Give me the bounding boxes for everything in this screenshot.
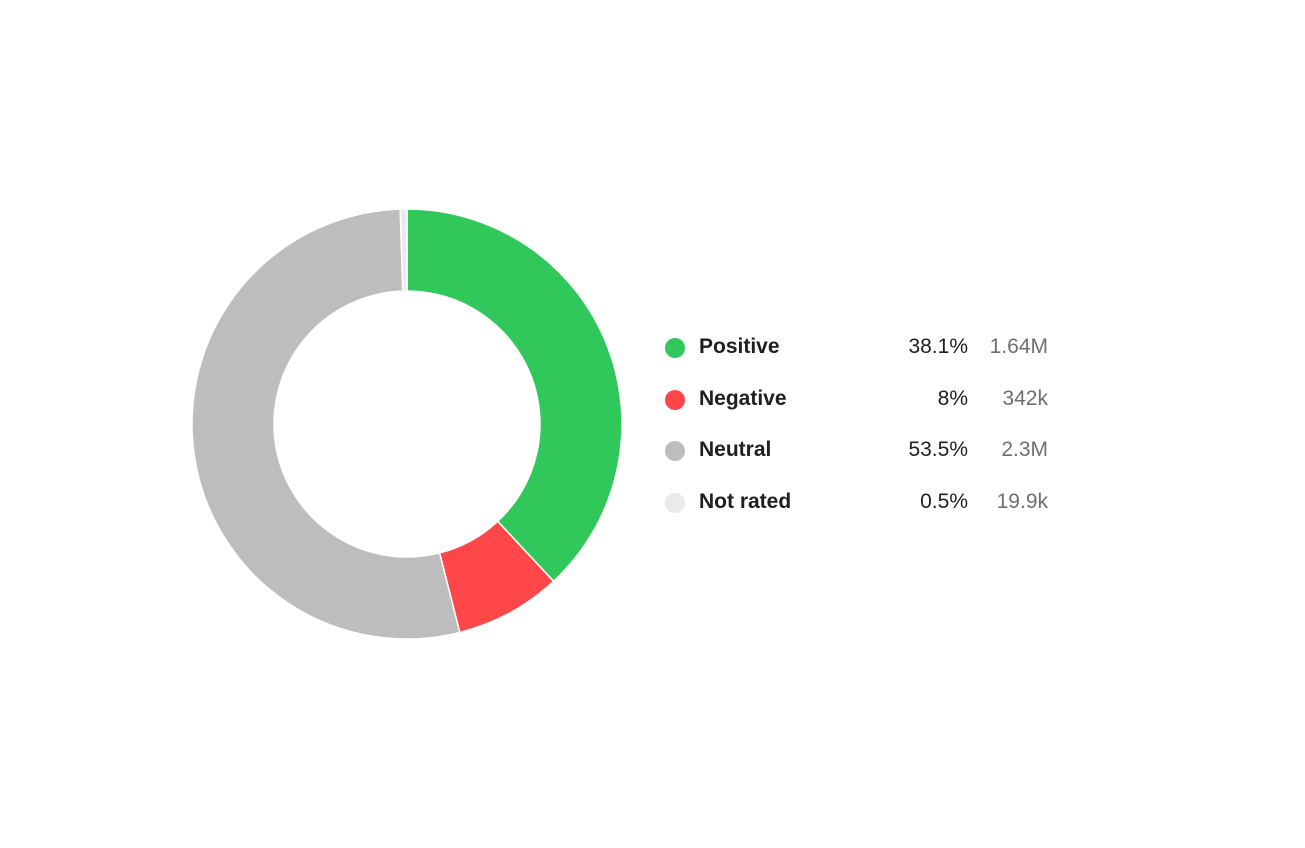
legend-percent: 53.5% — [908, 438, 968, 461]
legend-count: 1.64M — [989, 335, 1048, 358]
legend-label: Positive — [699, 335, 780, 358]
chart-legend: Positive 38.1% 1.64M Negative 8% 342k Ne… — [664, 322, 1064, 528]
legend-color-dot — [665, 492, 685, 513]
legend-color-dot — [665, 338, 685, 358]
legend-color-dot — [665, 441, 685, 461]
legend-item-positive[interactable]: Positive 38.1% 1.64M — [664, 322, 1064, 374]
legend-count: 2.3M — [1001, 438, 1048, 461]
legend-label: Not rated — [699, 489, 792, 513]
legend-percent: 0.5% — [920, 489, 968, 513]
legend-count: 342k — [1002, 386, 1048, 410]
legend-label: Negative — [699, 386, 787, 410]
donut-slice-neutral[interactable] — [191, 208, 461, 640]
legend-item-not-rated[interactable]: Not rated 0.5% 19.9k — [664, 477, 1064, 529]
legend-item-neutral[interactable]: Neutral 53.5% 2.3M — [664, 425, 1064, 477]
legend-label: Neutral — [699, 438, 772, 461]
legend-percent: 38.1% — [908, 335, 968, 358]
legend-count: 19.9k — [996, 489, 1048, 513]
legend-percent: 8% — [937, 386, 968, 410]
donut-slice-positive[interactable] — [406, 208, 623, 583]
legend-item-negative[interactable]: Negative 8% 342k — [664, 374, 1064, 426]
donut-slice-not-rated[interactable] — [399, 208, 408, 292]
legend-color-dot — [665, 389, 685, 410]
